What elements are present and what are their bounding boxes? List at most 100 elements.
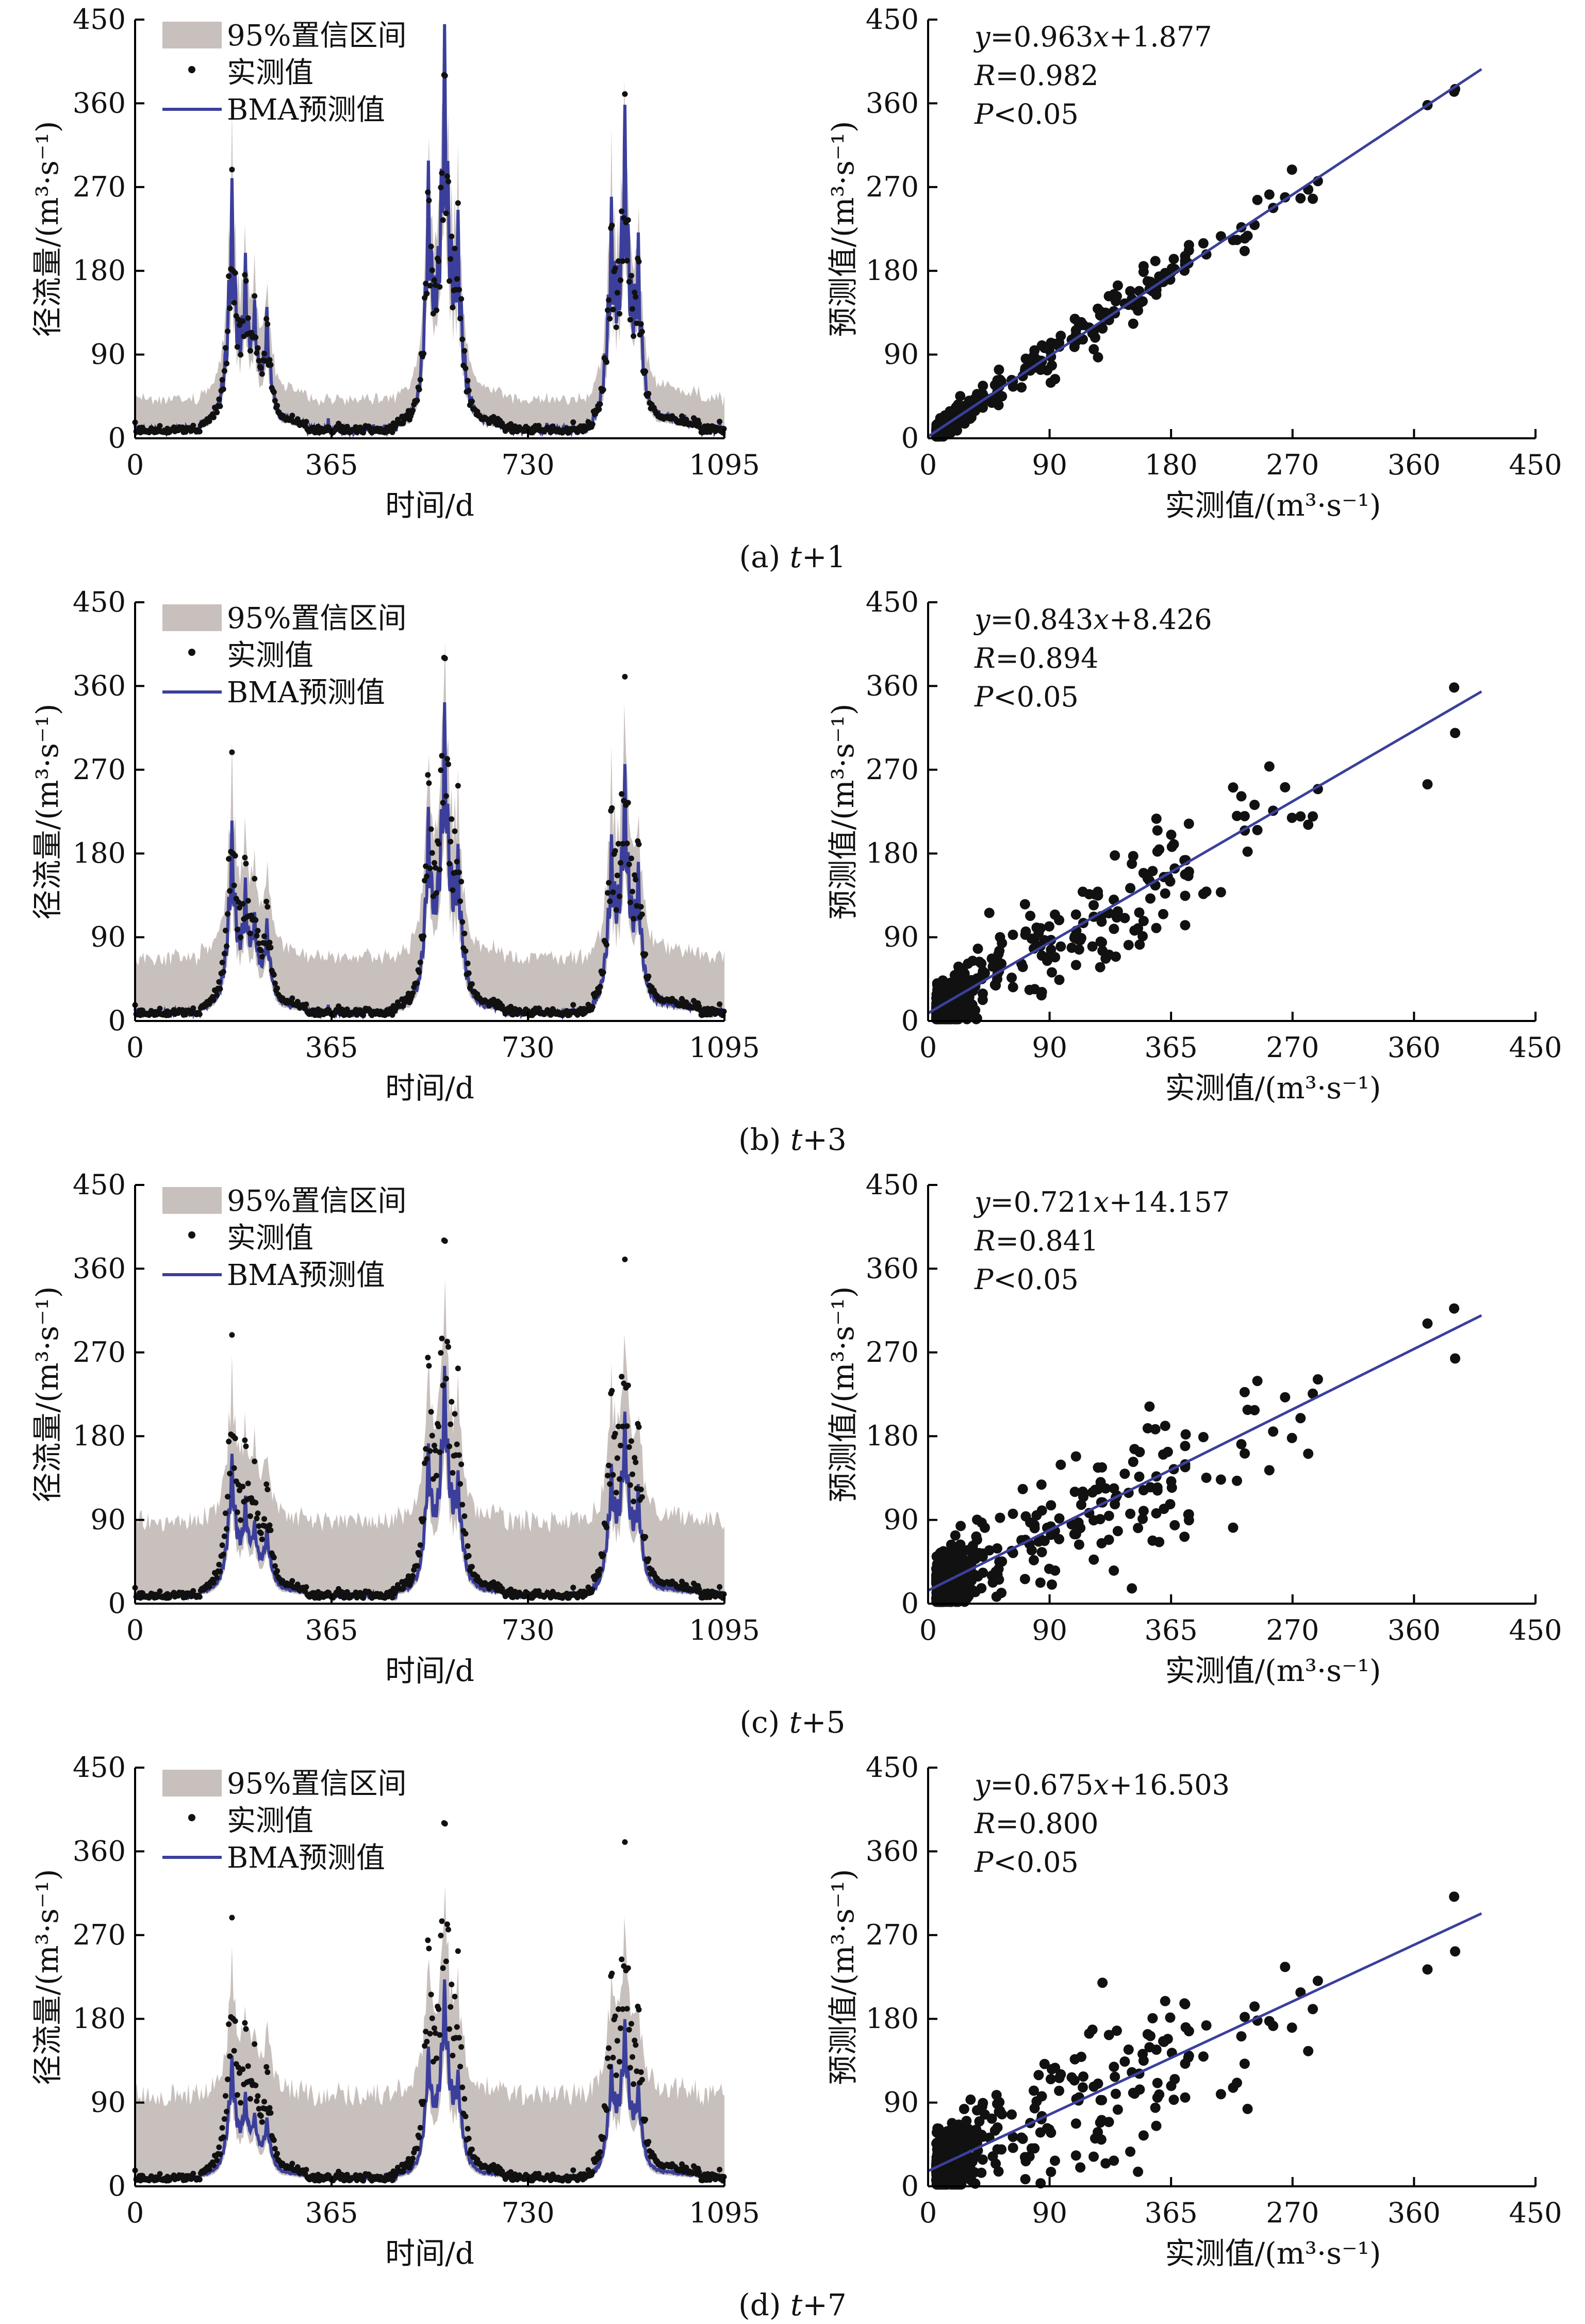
scatter-point <box>1142 1423 1153 1433</box>
observed-point <box>632 872 638 878</box>
observed-point <box>612 848 618 854</box>
bma-prediction-line <box>134 24 726 438</box>
scatter-point <box>1047 967 1057 978</box>
observed-point <box>268 362 274 368</box>
y-tick-label: 180 <box>73 1420 126 1452</box>
observed-point <box>597 984 603 990</box>
observed-point <box>426 1363 432 1369</box>
observed-point <box>216 2144 222 2150</box>
scatter-point <box>1280 782 1291 793</box>
observed-point <box>634 320 640 326</box>
observed-point <box>424 2038 430 2045</box>
observed-point <box>438 185 444 191</box>
scatter-x-tick-label: 90 <box>1032 449 1067 481</box>
observed-point <box>717 1001 723 1007</box>
observed-point <box>360 2178 367 2184</box>
observed-point <box>255 1510 261 1517</box>
observed-point <box>626 278 632 285</box>
observed-point <box>421 933 426 940</box>
scatter-y-tick-label: 450 <box>866 1751 919 1784</box>
observed-point <box>628 2021 634 2027</box>
scatter-point <box>1045 377 1056 388</box>
panel-caption: (c) t+5 <box>740 1705 846 1740</box>
scatter-point <box>966 2137 977 2148</box>
observed-point <box>224 943 229 949</box>
observed-point <box>214 409 220 416</box>
observed-point <box>510 1594 516 1601</box>
observed-point <box>416 2134 422 2140</box>
observed-point <box>229 749 235 755</box>
scatter-y-tick-label: 0 <box>901 1587 919 1620</box>
scatter-point <box>1228 1522 1239 1533</box>
observed-point <box>222 928 228 934</box>
scatter-point <box>1090 889 1100 900</box>
scatter-point <box>1183 818 1194 829</box>
scatter-point <box>991 1591 1002 1602</box>
observed-point <box>242 272 248 278</box>
scatter-point <box>976 2167 987 2178</box>
observed-point <box>417 376 423 383</box>
observed-point <box>634 903 640 909</box>
scatter-point <box>1308 811 1318 822</box>
scatter-point <box>1134 298 1145 308</box>
observed-point <box>448 838 454 845</box>
observed-point <box>414 1563 420 1569</box>
scatter-point <box>1050 338 1060 349</box>
observed-point <box>421 2099 426 2105</box>
observed-point <box>426 780 432 786</box>
observed-point <box>303 1584 309 1590</box>
observed-point <box>267 2105 273 2111</box>
scatter-point <box>1039 2058 1050 2069</box>
observed-point <box>222 2093 228 2099</box>
scatter-point <box>1036 2091 1047 2102</box>
observed-point <box>431 1442 437 1448</box>
scatter-point <box>1137 931 1148 942</box>
observed-point <box>253 2082 259 2088</box>
scatter-y-tick-label: 360 <box>866 87 919 119</box>
observed-point <box>609 222 615 228</box>
observed-point <box>421 351 426 357</box>
observed-point <box>589 1004 596 1010</box>
scatter-point <box>1183 1509 1194 1520</box>
observed-point <box>427 1448 433 1454</box>
observed-point <box>463 1530 469 1537</box>
observed-point <box>414 398 420 404</box>
observed-point <box>414 980 420 986</box>
observed-point <box>597 401 603 407</box>
observed-point <box>261 1516 267 1522</box>
scatter-point <box>1144 2042 1155 2053</box>
scatter-point <box>947 1562 958 1573</box>
observed-point <box>450 887 456 893</box>
scatter-y-tick-label: 450 <box>866 586 919 618</box>
scatter-point <box>978 988 988 999</box>
observed-point <box>238 934 244 941</box>
scatter-point <box>1144 1401 1155 1412</box>
observed-point <box>410 2155 416 2162</box>
observed-point <box>458 879 465 885</box>
scatter-y-tick-label: 180 <box>866 1420 919 1452</box>
observed-point <box>614 1455 620 1461</box>
observed-point <box>605 2055 610 2062</box>
observed-point <box>243 861 249 867</box>
scatter-point <box>1111 296 1121 306</box>
scatter-point <box>1166 842 1177 852</box>
scatter-point <box>1138 1485 1149 1495</box>
scatter-point <box>935 1548 945 1559</box>
observed-point <box>247 348 253 354</box>
observed-point <box>265 2069 271 2075</box>
observed-point <box>242 1437 248 1443</box>
observed-point <box>256 1523 262 1529</box>
observed-point <box>610 889 616 895</box>
observed-point <box>258 1530 264 1536</box>
scatter-point <box>1088 900 1099 911</box>
fit-line <box>927 1314 1482 1592</box>
scatter-y-axis-label: 预测值/(m³·s⁻¹) <box>825 1286 861 1502</box>
scatter-point <box>1179 1531 1190 1542</box>
observed-point <box>190 1005 196 1011</box>
scatter-point <box>1450 1946 1461 1957</box>
observed-point <box>410 990 416 996</box>
correlation-coefficient: R=0.800 <box>974 1807 1099 1840</box>
observed-point <box>596 406 602 413</box>
scatter-point <box>974 1548 985 1558</box>
